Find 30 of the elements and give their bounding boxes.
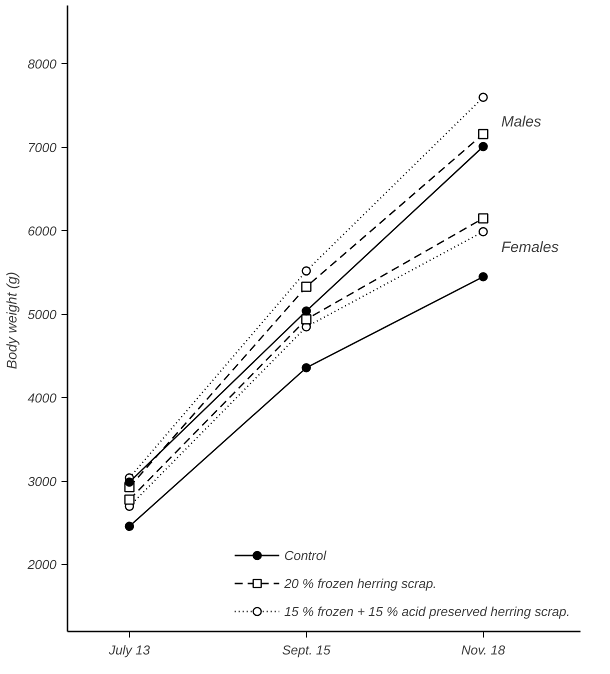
y-tick-label: 5000: [28, 306, 58, 322]
point: [301, 282, 312, 292]
y-tick-label: 8000: [28, 56, 58, 72]
x-tick-label: Nov. 18: [461, 642, 506, 658]
annotation: Males: [501, 113, 542, 130]
point: [478, 128, 488, 140]
y-tick-label: 3000: [28, 474, 58, 489]
annotation: Females: [501, 239, 560, 256]
legend-label: Control: [284, 548, 326, 562]
y-tick-label: 7000: [28, 140, 58, 155]
point: [301, 314, 312, 324]
point: [302, 306, 311, 316]
point: [302, 363, 311, 372]
legend-label: 15 % frozen + 15 % acid preserved herring scrap.: [284, 604, 570, 618]
x-tick-label: July 13: [108, 642, 151, 658]
point: [478, 92, 488, 102]
point: [124, 494, 135, 505]
point: [478, 272, 488, 282]
y-tick-label: 4000: [28, 390, 58, 406]
point: [478, 227, 488, 236]
point: [124, 477, 134, 487]
y-tick-label: 2000: [26, 557, 58, 572]
y-tick-label: 6000: [28, 223, 58, 238]
point: [478, 213, 488, 224]
x-tick-label: Sept. 15: [282, 642, 332, 658]
point: [302, 266, 311, 276]
legend-label: 20 % frozen herring scrap.: [284, 576, 437, 590]
y-axis-title: Body weight (g): [4, 272, 20, 370]
point: [478, 142, 488, 152]
point: [124, 522, 134, 531]
